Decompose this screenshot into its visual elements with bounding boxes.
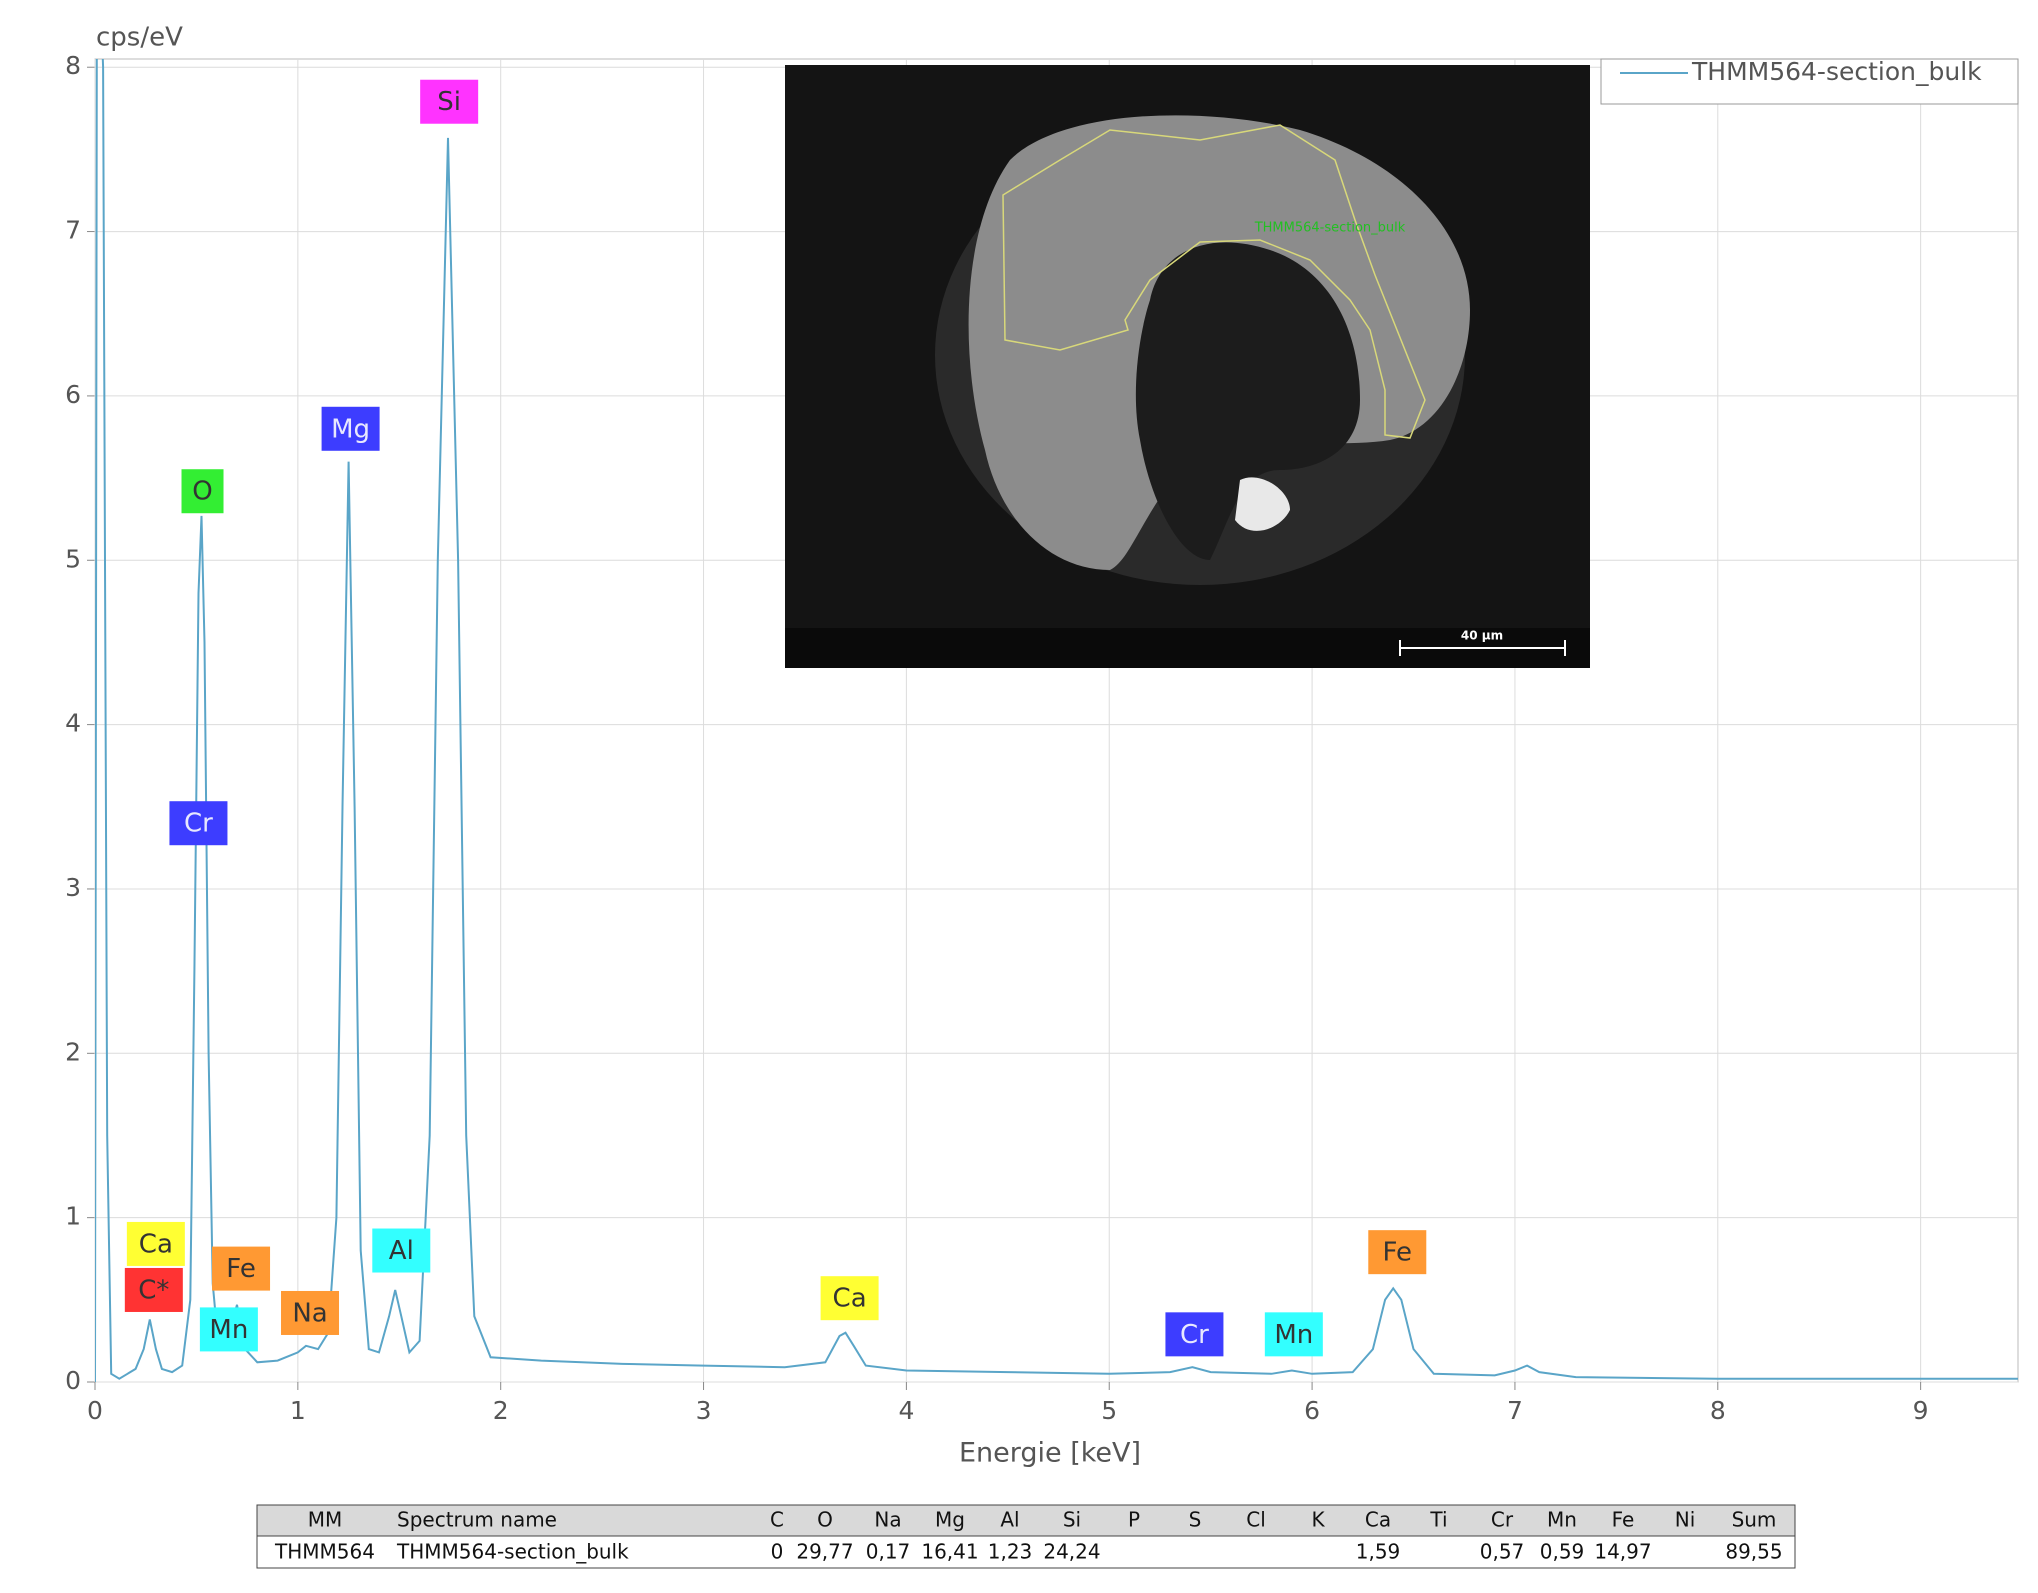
y-axis-label: cps/eV — [96, 23, 183, 53]
spectrum — [95, 59, 2018, 1382]
sem-image: THMM564-section_bulk 40 µm — [785, 65, 1590, 668]
y-tick-label: 6 — [65, 380, 81, 409]
table-header: Na — [874, 1508, 901, 1532]
table-header: Si — [1063, 1508, 1081, 1532]
element-label-box — [124, 1267, 183, 1312]
element-label-box — [420, 79, 479, 124]
x-tick-label: 8 — [1710, 1396, 1726, 1425]
table-header: P — [1128, 1508, 1140, 1532]
table-header: S — [1189, 1508, 1202, 1532]
x-tick-label: 2 — [493, 1396, 509, 1425]
y-tick-label: 7 — [65, 216, 81, 245]
table-header: K — [1311, 1508, 1325, 1532]
y-tick-label: 0 — [65, 1366, 81, 1395]
table-cell: 0 — [771, 1540, 784, 1564]
element-label: C* — [138, 1275, 169, 1305]
element-label: Fe — [1383, 1238, 1413, 1268]
y-tick-label: 1 — [65, 1202, 81, 1231]
scale-bar-label: 40 µm — [1461, 629, 1503, 643]
table-header: Cr — [1491, 1508, 1514, 1532]
element-label: Cr — [1180, 1320, 1209, 1350]
element-label-box — [321, 406, 380, 451]
table-header: Fe — [1612, 1508, 1635, 1532]
legend-label: THMM564-section_bulk — [1691, 57, 1982, 86]
table-cell: THMM564-section_bulk — [396, 1540, 629, 1564]
legend: THMM564-section_bulk — [1600, 57, 2019, 105]
x-tick-label: 7 — [1507, 1396, 1523, 1425]
table-header: Sum — [1732, 1508, 1777, 1532]
table-cell: 1,59 — [1356, 1540, 1401, 1564]
table-header: Ti — [1429, 1508, 1447, 1532]
element-label-box — [1368, 1230, 1427, 1275]
table-cell: 0,17 — [866, 1540, 911, 1564]
table-cell: 16,41 — [921, 1540, 978, 1564]
region-label: THMM564-section_bulk — [1254, 221, 1406, 236]
element-label-box — [281, 1290, 340, 1335]
table-cell: 0,57 — [1480, 1540, 1525, 1564]
x-tick-label: 1 — [290, 1396, 306, 1425]
x-tick-label: 3 — [696, 1396, 712, 1425]
table-cell: 0,59 — [1540, 1540, 1585, 1564]
table-cell: 24,24 — [1043, 1540, 1100, 1564]
table-cell: 89,55 — [1725, 1540, 1782, 1564]
x-tick-label: 9 — [1913, 1396, 1929, 1425]
element-label: Ca — [139, 1229, 173, 1259]
element-label: Na — [292, 1298, 327, 1328]
table-header: Spectrum name — [397, 1508, 557, 1532]
x-tick-label: 5 — [1101, 1396, 1117, 1425]
x-tick-label: 4 — [898, 1396, 914, 1425]
table-header: Ni — [1675, 1508, 1696, 1532]
x-tick-label: 6 — [1304, 1396, 1320, 1425]
x-tick-label: 0 — [87, 1396, 103, 1425]
y-tick-label: 8 — [65, 51, 81, 80]
table-header: O — [817, 1508, 833, 1532]
table-cell: 14,97 — [1594, 1540, 1651, 1564]
element-label-box — [372, 1228, 431, 1273]
y-tick-label: 4 — [65, 709, 81, 738]
table: MM Spectrum name C O Na Mg Al Si P S Cl K Ca Ti Cr Mn Fe… — [256, 1504, 1796, 1569]
y-tick-label: 5 — [65, 544, 81, 573]
table-header: C — [770, 1508, 784, 1532]
annotations: Si Mg O Cr Ca C* Fe Mn Na Al Ca Cr Mn Fe — [124, 79, 1427, 1357]
element-label-box — [1165, 1312, 1224, 1357]
y-tick-label: 3 — [65, 873, 81, 902]
table-header: Mn — [1547, 1508, 1577, 1532]
element-label: Mn — [1274, 1320, 1313, 1350]
element-label-box — [169, 801, 228, 846]
table-header: Cl — [1246, 1508, 1266, 1532]
element-label-box — [181, 469, 224, 514]
element-label: Al — [389, 1236, 414, 1266]
element-label-box — [212, 1246, 271, 1291]
element-label: O — [192, 477, 212, 507]
element-label: Ca — [833, 1284, 867, 1314]
table-header: Mg — [935, 1508, 965, 1532]
table-cell: THMM564 — [274, 1540, 375, 1564]
table-cell: 1,23 — [988, 1540, 1033, 1564]
element-label: Mg — [331, 414, 370, 444]
table-header: Ca — [1365, 1508, 1391, 1532]
spectrum-line — [95, 59, 2018, 1382]
y-tick-label: 2 — [65, 1037, 81, 1066]
table-cell: 29,77 — [796, 1540, 853, 1564]
element-label: Cr — [184, 809, 213, 839]
element-label-box — [820, 1276, 879, 1321]
table-header: Al — [1000, 1508, 1019, 1532]
element-label: Si — [437, 87, 461, 117]
x-axis-label: Energie [keV] — [959, 1438, 1141, 1469]
element-label-box — [1264, 1312, 1323, 1357]
table-header: MM — [308, 1508, 343, 1532]
element-label-box — [199, 1307, 258, 1352]
element-label-box — [126, 1221, 185, 1266]
element-label: Fe — [226, 1254, 256, 1284]
element-label: Mn — [209, 1315, 248, 1345]
